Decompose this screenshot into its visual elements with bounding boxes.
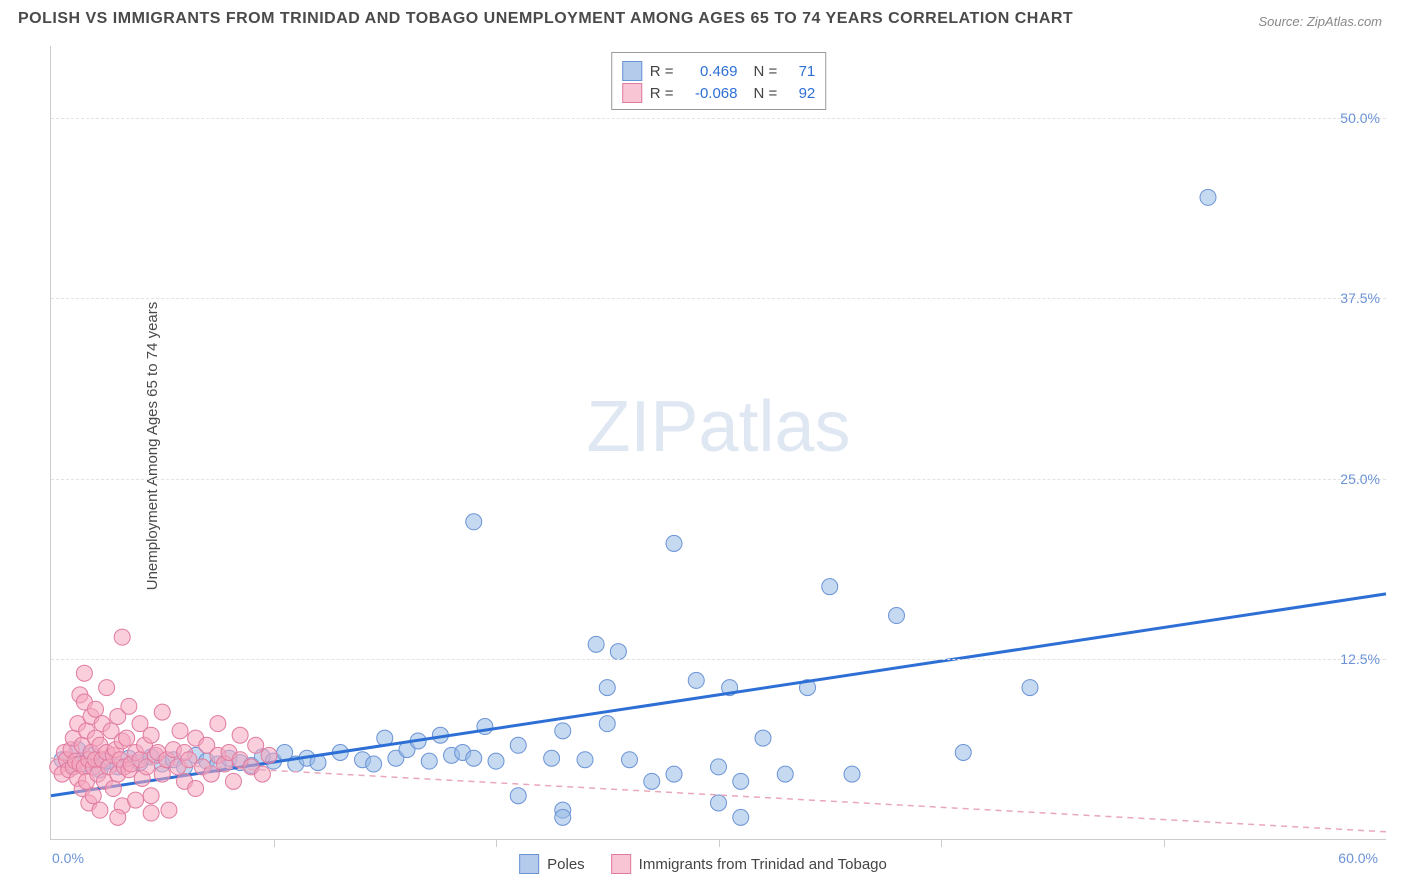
- data-point: [844, 766, 860, 782]
- data-point: [599, 716, 615, 732]
- swatch-blue-icon: [519, 854, 539, 874]
- xtick: [1164, 839, 1165, 847]
- data-point: [510, 788, 526, 804]
- data-point: [610, 644, 626, 660]
- data-point: [119, 730, 135, 746]
- data-point: [161, 802, 177, 818]
- gridline-h: [51, 118, 1386, 119]
- data-point: [666, 535, 682, 551]
- data-point: [544, 750, 560, 766]
- data-point: [143, 805, 159, 821]
- data-point: [955, 744, 971, 760]
- legend-label-poles: Poles: [547, 856, 585, 873]
- plot-area: ZIPatlas R = 0.469 N = 71 R = -0.068 N =…: [50, 46, 1386, 840]
- ytick-label: 25.0%: [1340, 471, 1380, 487]
- data-point: [76, 665, 92, 681]
- data-point: [188, 781, 204, 797]
- data-point: [261, 747, 277, 763]
- series-legend: Poles Immigrants from Trinidad and Tobag…: [519, 854, 887, 874]
- ytick-label: 50.0%: [1340, 110, 1380, 126]
- swatch-pink-icon: [611, 854, 631, 874]
- legend-item-poles: Poles: [519, 854, 585, 874]
- data-point: [88, 701, 104, 717]
- xmax-label: 60.0%: [1338, 850, 1378, 866]
- xtick: [274, 839, 275, 847]
- data-point: [421, 753, 437, 769]
- gridline-h: [51, 479, 1386, 480]
- data-point: [210, 716, 226, 732]
- origin-label: 0.0%: [52, 850, 84, 866]
- data-point: [644, 773, 660, 789]
- data-point: [555, 809, 571, 825]
- xtick: [719, 839, 720, 847]
- gridline-h: [51, 659, 1386, 660]
- scatter-svg: [51, 46, 1386, 839]
- data-point: [248, 737, 264, 753]
- ytick-label: 37.5%: [1340, 290, 1380, 306]
- xtick: [941, 839, 942, 847]
- data-point: [232, 727, 248, 743]
- ytick-label: 12.5%: [1340, 651, 1380, 667]
- data-point: [711, 795, 727, 811]
- data-point: [143, 788, 159, 804]
- data-point: [128, 792, 144, 808]
- data-point: [488, 753, 504, 769]
- legend-label-trinidad: Immigrants from Trinidad and Tobago: [639, 856, 887, 873]
- data-point: [143, 727, 159, 743]
- data-point: [599, 680, 615, 696]
- data-point: [688, 672, 704, 688]
- data-point: [121, 698, 137, 714]
- data-point: [733, 809, 749, 825]
- gridline-h: [51, 298, 1386, 299]
- data-point: [733, 773, 749, 789]
- data-point: [85, 788, 101, 804]
- data-point: [105, 781, 121, 797]
- legend-item-trinidad: Immigrants from Trinidad and Tobago: [611, 854, 887, 874]
- data-point: [92, 802, 108, 818]
- data-point: [154, 766, 170, 782]
- chart-title: POLISH VS IMMIGRANTS FROM TRINIDAD AND T…: [18, 10, 1073, 28]
- data-point: [622, 752, 638, 768]
- data-point: [555, 723, 571, 739]
- data-point: [154, 704, 170, 720]
- data-point: [588, 636, 604, 652]
- data-point: [114, 629, 130, 645]
- data-point: [466, 750, 482, 766]
- data-point: [99, 680, 115, 696]
- data-point: [666, 766, 682, 782]
- data-point: [510, 737, 526, 753]
- data-point: [777, 766, 793, 782]
- data-point: [225, 773, 241, 789]
- data-point: [366, 756, 382, 772]
- data-point: [889, 608, 905, 624]
- data-point: [1200, 189, 1216, 205]
- data-point: [1022, 680, 1038, 696]
- data-point: [203, 766, 219, 782]
- data-point: [466, 514, 482, 530]
- data-point: [577, 752, 593, 768]
- data-point: [822, 579, 838, 595]
- xtick: [496, 839, 497, 847]
- data-point: [172, 723, 188, 739]
- data-point: [110, 809, 126, 825]
- data-point: [755, 730, 771, 746]
- data-point: [254, 766, 270, 782]
- data-point: [711, 759, 727, 775]
- source-attribution: Source: ZipAtlas.com: [1258, 14, 1382, 29]
